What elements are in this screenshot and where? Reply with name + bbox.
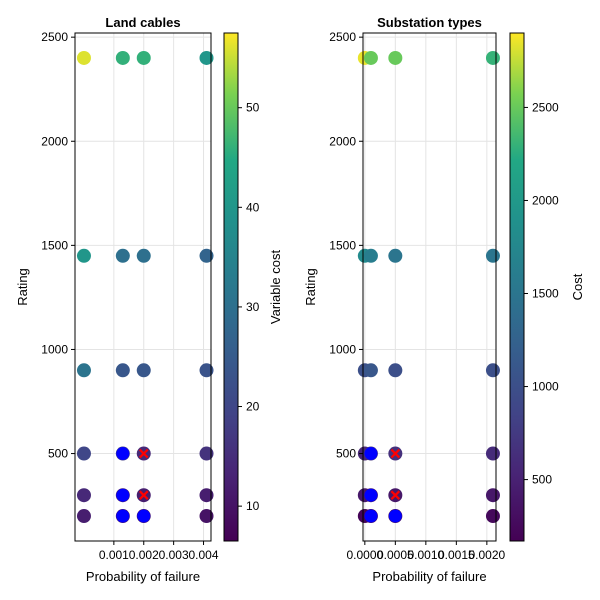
y-tick-label: 2000 xyxy=(329,134,356,148)
colorbar-tick-label: 30 xyxy=(246,300,260,314)
colorbar-tick-label: 50 xyxy=(246,101,260,115)
x-tick-label: 0.0020 xyxy=(468,548,505,562)
selected-marker xyxy=(137,509,151,523)
y-axis-label: Rating xyxy=(15,268,30,306)
data-point xyxy=(76,363,91,378)
y-tick-label: 1000 xyxy=(329,342,356,356)
colorbar xyxy=(510,33,524,541)
cross-stroke xyxy=(390,490,401,500)
selected-marker xyxy=(364,488,378,502)
data-point xyxy=(199,509,214,524)
data-point xyxy=(485,50,500,65)
axes-frame xyxy=(362,32,497,542)
data-point xyxy=(76,509,91,524)
data-point xyxy=(485,446,500,461)
cross-marker xyxy=(138,490,149,500)
data-point xyxy=(76,50,91,65)
y-tick-label: 500 xyxy=(48,447,68,461)
data-point xyxy=(199,363,214,378)
data-point xyxy=(136,50,151,65)
colorbar-tick-label: 20 xyxy=(246,400,260,414)
x-tick-label: 0.0000 xyxy=(346,548,383,562)
x-tick-label: 0.002 xyxy=(129,548,159,562)
data-point xyxy=(76,248,91,263)
selected-marker xyxy=(116,447,130,461)
data-point xyxy=(115,363,130,378)
x-tick-label: 0.0005 xyxy=(377,548,414,562)
data-point xyxy=(136,248,151,263)
x-axis-label: Probability of failure xyxy=(86,569,200,584)
colorbar-tick-label: 2000 xyxy=(532,193,559,207)
panel-0: 0.001 0.002 0.003 0.004 500 1000 1500 2000 2500 L… xyxy=(15,15,283,584)
data-point xyxy=(388,50,403,65)
y-tick-label: 2500 xyxy=(41,30,68,44)
colorbar-label: Cost xyxy=(570,273,585,300)
data-point xyxy=(388,363,403,378)
x-axis-label: Probability of failure xyxy=(372,569,486,584)
selected-marker xyxy=(364,447,378,461)
selected-marker xyxy=(364,509,378,523)
data-point xyxy=(115,50,130,65)
data-point xyxy=(363,50,378,65)
data-point xyxy=(485,488,500,503)
colorbar-tick-label: 40 xyxy=(246,200,260,214)
data-point xyxy=(485,363,500,378)
data-point xyxy=(485,509,500,524)
colorbar-frame xyxy=(509,32,525,542)
chart-title: Substation types xyxy=(377,15,482,30)
y-tick-label: 1500 xyxy=(329,238,356,252)
x-tick-label: 0.0010 xyxy=(407,548,444,562)
y-tick-label: 1500 xyxy=(41,238,68,252)
cross-marker xyxy=(390,490,401,500)
data-point xyxy=(199,446,214,461)
colorbar-label: Variable cost xyxy=(268,250,283,325)
data-point xyxy=(115,248,130,263)
y-tick-label: 1000 xyxy=(41,342,68,356)
data-point xyxy=(76,446,91,461)
x-tick-label: 0.0015 xyxy=(438,548,475,562)
colorbar-tick-label: 2500 xyxy=(532,100,559,114)
selected-marker xyxy=(116,488,130,502)
colorbar-frame xyxy=(223,32,239,542)
data-point xyxy=(388,248,403,263)
data-point xyxy=(363,363,378,378)
cross-marker xyxy=(138,448,149,459)
cross-stroke xyxy=(138,448,149,459)
data-point xyxy=(76,488,91,503)
data-point xyxy=(136,363,151,378)
y-tick-label: 2500 xyxy=(329,30,356,44)
y-tick-label: 500 xyxy=(336,447,356,461)
colorbar xyxy=(224,33,238,541)
colorbar-tick-label: 1000 xyxy=(532,380,559,394)
colorbar-tick-label: 1500 xyxy=(532,287,559,301)
chart-title: Land cables xyxy=(105,15,180,30)
y-tick-label: 2000 xyxy=(41,134,68,148)
x-tick-label: 0.003 xyxy=(159,548,189,562)
cross-stroke xyxy=(138,490,149,500)
cross-stroke xyxy=(390,448,401,459)
data-point xyxy=(199,488,214,503)
x-tick-label: 0.001 xyxy=(99,548,129,562)
data-point xyxy=(485,248,500,263)
cross-marker xyxy=(390,448,401,459)
axes-frame xyxy=(74,32,212,542)
selected-marker xyxy=(116,509,130,523)
data-point xyxy=(363,248,378,263)
colorbar-tick-label: 500 xyxy=(532,473,552,487)
y-axis-label: Rating xyxy=(303,268,318,306)
data-point xyxy=(199,248,214,263)
selected-marker xyxy=(388,509,402,523)
x-tick-label: 0.004 xyxy=(189,548,219,562)
colorbar-tick-label: 10 xyxy=(246,499,260,513)
data-point xyxy=(199,50,214,65)
